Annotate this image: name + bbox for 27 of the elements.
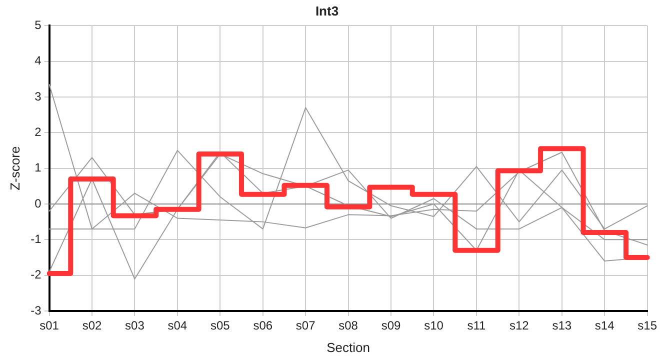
- y-tick-label: 0: [34, 196, 42, 210]
- y-tick-label: -2: [30, 268, 42, 282]
- x-tick-label: s11: [467, 318, 486, 333]
- y-tick-label: 4: [34, 54, 42, 68]
- y-tick-label: 1: [34, 160, 42, 175]
- x-tick-label: s13: [552, 318, 572, 333]
- x-tick-label: s10: [424, 318, 444, 333]
- y-tick-label: 2: [34, 124, 42, 139]
- x-tick-label: s04: [168, 318, 188, 333]
- x-tick-label: s15: [638, 318, 658, 333]
- y-tick-label: 5: [34, 18, 42, 32]
- x-tick-label: s07: [296, 318, 316, 333]
- y-tick-label: -3: [30, 303, 42, 318]
- x-tick-label: s09: [381, 318, 402, 333]
- x-tick-label: s06: [253, 318, 273, 333]
- x-tick-label: s12: [509, 318, 530, 333]
- y-tick-label: -1: [30, 232, 42, 246]
- x-tick-label: s02: [82, 318, 102, 333]
- x-tick-label: s01: [40, 318, 60, 333]
- x-tick-label: s03: [125, 318, 145, 333]
- x-tick-label: s08: [338, 318, 358, 333]
- x-axis-title: Section: [326, 340, 370, 355]
- x-tick-label: s14: [594, 318, 615, 333]
- y-tick-label: 3: [34, 89, 42, 104]
- x-tick-label: s05: [210, 318, 230, 333]
- y-axis-title: Z-score: [7, 146, 22, 190]
- chart-title: Int3: [315, 3, 339, 18]
